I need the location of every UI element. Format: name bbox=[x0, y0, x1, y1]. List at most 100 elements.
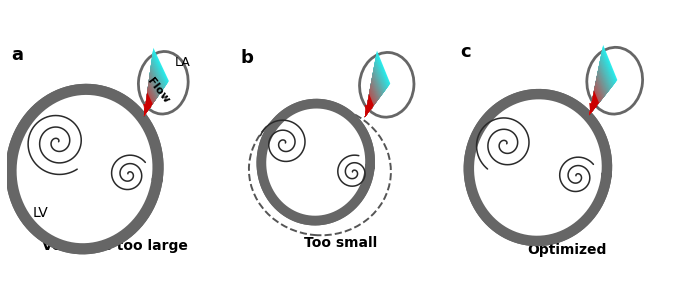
Polygon shape bbox=[365, 82, 378, 117]
Polygon shape bbox=[144, 67, 162, 116]
Ellipse shape bbox=[138, 51, 188, 114]
Polygon shape bbox=[144, 55, 166, 116]
Polygon shape bbox=[365, 56, 388, 117]
Polygon shape bbox=[144, 104, 148, 116]
Polygon shape bbox=[365, 104, 370, 117]
Polygon shape bbox=[144, 53, 167, 116]
Ellipse shape bbox=[360, 52, 414, 117]
Polygon shape bbox=[365, 57, 388, 117]
Polygon shape bbox=[365, 87, 376, 117]
Polygon shape bbox=[365, 54, 389, 117]
Polygon shape bbox=[11, 89, 158, 249]
Text: Ventricle too large: Ventricle too large bbox=[42, 239, 188, 253]
Polygon shape bbox=[589, 52, 614, 115]
Polygon shape bbox=[365, 64, 385, 117]
Polygon shape bbox=[144, 101, 149, 116]
Polygon shape bbox=[144, 92, 153, 116]
Polygon shape bbox=[365, 99, 372, 117]
Polygon shape bbox=[365, 92, 375, 117]
Polygon shape bbox=[365, 77, 380, 117]
Polygon shape bbox=[589, 55, 613, 115]
Polygon shape bbox=[144, 111, 146, 116]
Polygon shape bbox=[144, 68, 162, 116]
Polygon shape bbox=[365, 59, 387, 117]
Polygon shape bbox=[365, 67, 384, 117]
Polygon shape bbox=[589, 45, 617, 115]
Polygon shape bbox=[365, 106, 369, 117]
Polygon shape bbox=[144, 75, 159, 116]
Polygon shape bbox=[365, 74, 382, 117]
Polygon shape bbox=[144, 70, 161, 116]
Polygon shape bbox=[365, 69, 384, 117]
Polygon shape bbox=[589, 68, 608, 115]
Polygon shape bbox=[589, 64, 610, 115]
Text: c: c bbox=[460, 43, 471, 61]
Polygon shape bbox=[469, 94, 607, 241]
Text: b: b bbox=[240, 49, 253, 67]
Polygon shape bbox=[589, 54, 614, 115]
Polygon shape bbox=[365, 102, 371, 117]
Polygon shape bbox=[144, 89, 154, 116]
Polygon shape bbox=[589, 96, 597, 115]
Polygon shape bbox=[144, 48, 169, 116]
Polygon shape bbox=[365, 109, 368, 117]
Polygon shape bbox=[144, 79, 158, 116]
Polygon shape bbox=[589, 99, 595, 115]
Polygon shape bbox=[144, 85, 155, 116]
Polygon shape bbox=[365, 94, 374, 117]
Polygon shape bbox=[589, 47, 616, 115]
Text: a: a bbox=[11, 46, 23, 64]
Polygon shape bbox=[365, 112, 366, 117]
Polygon shape bbox=[365, 107, 369, 117]
Polygon shape bbox=[589, 80, 603, 115]
Polygon shape bbox=[589, 73, 606, 115]
Polygon shape bbox=[589, 76, 605, 115]
Polygon shape bbox=[589, 91, 599, 115]
Polygon shape bbox=[262, 104, 370, 221]
Polygon shape bbox=[144, 56, 166, 116]
Polygon shape bbox=[144, 77, 158, 116]
Polygon shape bbox=[365, 52, 390, 117]
Polygon shape bbox=[144, 80, 157, 116]
Text: LA: LA bbox=[175, 56, 190, 69]
Polygon shape bbox=[144, 72, 160, 116]
Polygon shape bbox=[589, 75, 606, 115]
Polygon shape bbox=[589, 50, 615, 115]
Polygon shape bbox=[144, 60, 164, 116]
Polygon shape bbox=[365, 79, 379, 117]
Polygon shape bbox=[589, 78, 604, 115]
Polygon shape bbox=[144, 103, 149, 116]
Polygon shape bbox=[144, 82, 156, 116]
Polygon shape bbox=[144, 108, 147, 116]
Polygon shape bbox=[589, 82, 603, 115]
Polygon shape bbox=[589, 91, 599, 115]
Polygon shape bbox=[365, 61, 386, 117]
Polygon shape bbox=[144, 92, 153, 116]
Polygon shape bbox=[144, 49, 169, 116]
Polygon shape bbox=[589, 107, 593, 115]
Polygon shape bbox=[144, 63, 163, 116]
Polygon shape bbox=[365, 84, 377, 117]
Polygon shape bbox=[589, 70, 608, 115]
Polygon shape bbox=[144, 73, 160, 116]
Polygon shape bbox=[365, 81, 379, 117]
Polygon shape bbox=[11, 89, 158, 249]
Polygon shape bbox=[144, 113, 145, 116]
Polygon shape bbox=[365, 72, 382, 117]
Polygon shape bbox=[365, 97, 373, 117]
Polygon shape bbox=[589, 101, 595, 115]
Polygon shape bbox=[365, 94, 374, 117]
Polygon shape bbox=[589, 48, 616, 115]
Polygon shape bbox=[144, 99, 150, 116]
Polygon shape bbox=[365, 91, 375, 117]
Polygon shape bbox=[144, 61, 164, 116]
Polygon shape bbox=[589, 84, 602, 115]
Polygon shape bbox=[589, 59, 612, 115]
Polygon shape bbox=[365, 85, 377, 117]
Polygon shape bbox=[589, 94, 597, 115]
Polygon shape bbox=[144, 109, 147, 116]
Polygon shape bbox=[589, 98, 596, 115]
Polygon shape bbox=[589, 71, 607, 115]
Polygon shape bbox=[589, 57, 612, 115]
Polygon shape bbox=[469, 94, 607, 241]
